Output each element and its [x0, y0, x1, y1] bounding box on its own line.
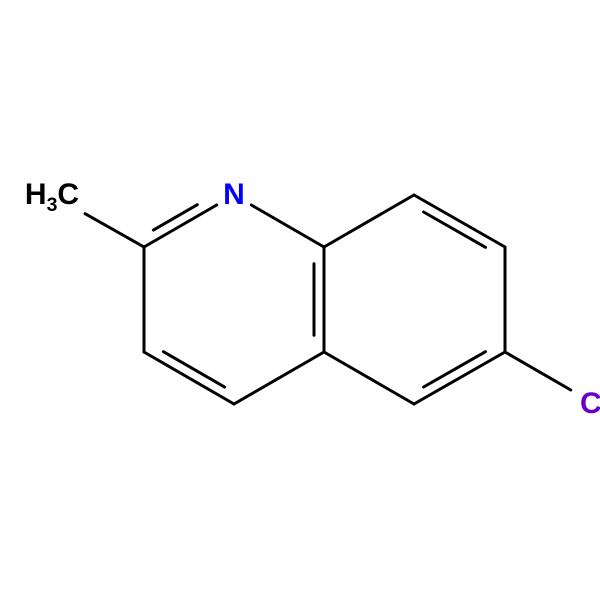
- atom-label-cl: Cl: [580, 389, 600, 419]
- atom-label-ch3: H3C: [25, 180, 79, 210]
- ch3-text: H3C: [25, 178, 79, 211]
- bond-layer: [0, 0, 600, 600]
- molecule-canvas: N H3C Cl: [0, 0, 600, 600]
- atom-label-n: N: [223, 180, 245, 210]
